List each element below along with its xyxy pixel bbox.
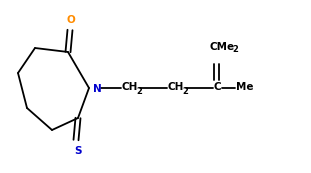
Text: S: S: [74, 146, 82, 156]
Text: 2: 2: [232, 45, 238, 54]
Text: C: C: [214, 82, 222, 92]
Text: CH: CH: [122, 82, 138, 92]
Text: N: N: [93, 84, 102, 94]
Text: Me: Me: [236, 82, 253, 92]
Text: O: O: [67, 15, 75, 25]
Text: CMe: CMe: [210, 42, 235, 52]
Text: 2: 2: [136, 86, 142, 95]
Text: CH: CH: [168, 82, 184, 92]
Text: 2: 2: [182, 86, 188, 95]
